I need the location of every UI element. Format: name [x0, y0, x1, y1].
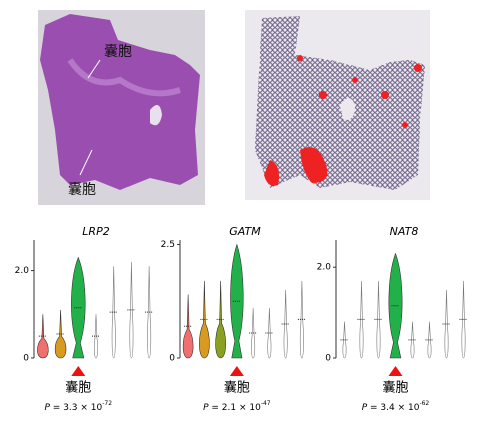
violin — [37, 314, 49, 359]
y-tick-label: 0 — [23, 354, 29, 364]
spatial-image — [245, 10, 430, 200]
y-tick-label: 0 — [169, 354, 175, 364]
p-text: = 2.1 × 10 — [209, 403, 262, 413]
p-value: P = 3.4 × 10-62 — [362, 400, 430, 413]
p-value: P = 2.1 × 10-47 — [203, 400, 271, 413]
p-symbol: P — [362, 403, 368, 413]
y-tick-label: 0 — [325, 354, 331, 364]
cyst-spots — [264, 55, 422, 186]
highlight-arrow — [229, 366, 244, 376]
p-text: = 3.3 × 10 — [50, 403, 103, 413]
highlight-label: 囊胞 — [382, 380, 408, 396]
panel-title: GATM — [229, 225, 261, 238]
image-label: 囊胞 — [68, 181, 96, 198]
highlight-arrow — [388, 366, 403, 376]
violin — [54, 309, 67, 359]
p-symbol: P — [203, 403, 209, 413]
y-tick-label: 2.5 — [161, 240, 175, 250]
p-value: P = 3.3 × 10-72 — [45, 400, 113, 413]
highlight-arrow — [71, 366, 86, 376]
he-image: 囊胞 囊胞 — [38, 10, 205, 205]
panel-title: NAT8 — [390, 225, 419, 238]
y-tick-label: 2.0 — [317, 263, 332, 273]
p-exponent: -62 — [419, 400, 429, 407]
p-exponent: -72 — [102, 400, 112, 407]
image-label: 囊胞 — [104, 43, 132, 60]
violin — [71, 256, 86, 359]
panel-title: LRP2 — [82, 225, 109, 238]
p-symbol: P — [45, 403, 51, 413]
highlight-label: 囊胞 — [224, 380, 250, 396]
violin — [111, 266, 116, 359]
highlight-label: 囊胞 — [65, 380, 91, 396]
y-tick-label: 2.0 — [15, 266, 30, 276]
p-text: = 3.4 × 10 — [367, 403, 420, 413]
p-exponent: -47 — [261, 400, 271, 407]
